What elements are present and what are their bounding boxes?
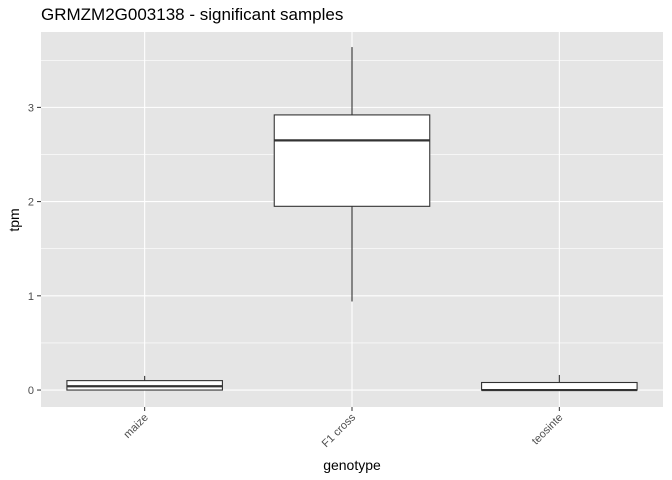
y-axis: 0 1 2 3	[28, 102, 41, 397]
x-tick-label: maize	[122, 412, 151, 441]
box	[273, 114, 431, 207]
y-tick-label: 2	[28, 197, 34, 209]
x-tick-label: F1 cross	[320, 411, 359, 450]
y-tick-label: 1	[28, 291, 34, 303]
y-axis-title: tpm	[6, 208, 22, 231]
x-axis: maize F1 cross teosinte	[122, 407, 566, 450]
y-tick-label: 0	[28, 385, 34, 397]
x-tick-label: teosinte	[530, 412, 566, 448]
box-series	[66, 47, 638, 392]
box	[481, 381, 638, 391]
y-tick-label: 3	[28, 102, 34, 114]
chart-title: GRMZM2G003138 - significant samples	[41, 5, 343, 24]
x-axis-title: genotype	[323, 457, 381, 473]
